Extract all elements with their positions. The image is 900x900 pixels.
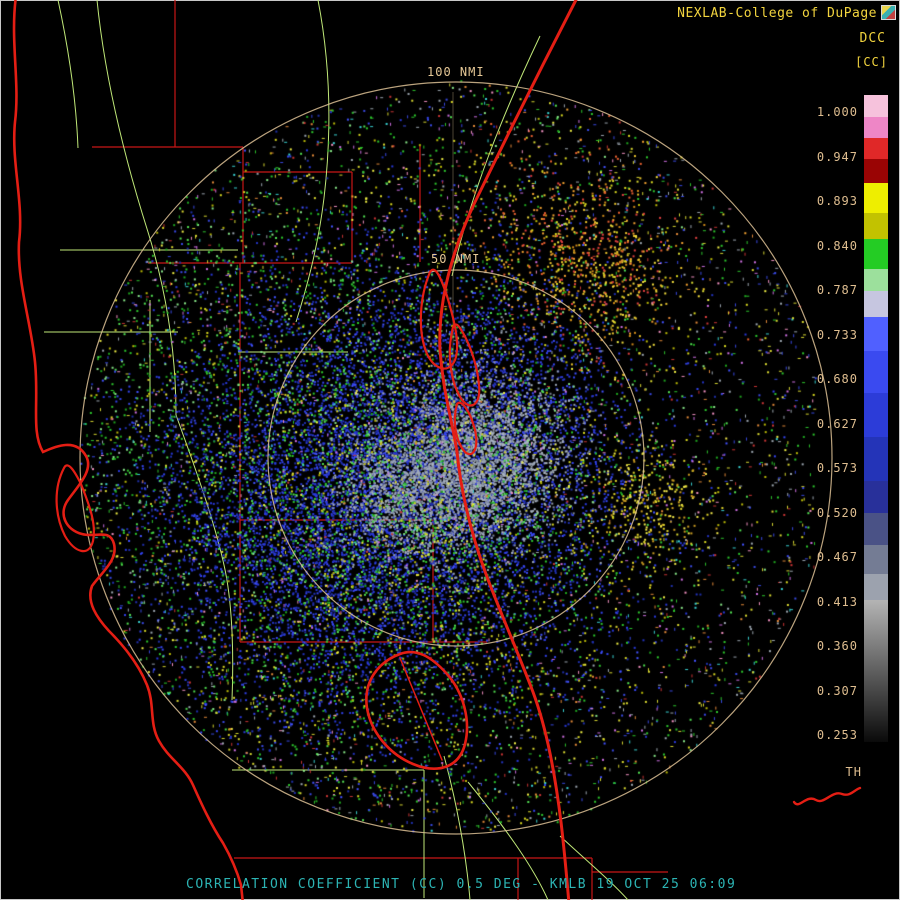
legend-units-label: [CC] — [855, 55, 888, 69]
range-rings — [79, 81, 833, 835]
coastlines-red — [12, 0, 862, 900]
colorbar-segment — [864, 481, 888, 513]
ring-labels: 100 NMI 50 NMI — [427, 65, 485, 266]
colorbar-segment — [864, 600, 888, 742]
page-title: NEXLAB-College of DuPage — [677, 6, 877, 21]
lake-okeechobee-outline — [365, 650, 469, 770]
barrier-island-outline — [419, 268, 459, 370]
colorbar-segment — [864, 574, 888, 600]
colorbar-segment — [864, 545, 888, 574]
colorbar-segment — [864, 742, 888, 800]
tampa-bay-island — [55, 464, 95, 553]
colorbar-segment — [864, 513, 888, 545]
colorbar-segment — [864, 117, 888, 138]
colorbar-segment — [864, 291, 888, 317]
range-ring-50nmi — [267, 269, 645, 647]
colorbar-segment — [864, 213, 888, 239]
colorbar-segment — [864, 351, 888, 393]
lake-canal-line — [399, 657, 443, 761]
colorbar-segment — [864, 269, 888, 291]
nexlab-logo-icon — [881, 5, 896, 20]
colorbar-segment — [864, 393, 888, 437]
colorbar-segment — [864, 239, 888, 269]
ring-label-100nmi: 100 NMI — [427, 65, 485, 79]
colorbar-segment — [864, 138, 888, 159]
colorbar-segment — [864, 437, 888, 481]
east-coastline — [438, 0, 578, 900]
colorbar-segment — [864, 95, 888, 117]
status-caption: CORRELATION COEFFICIENT (CC) 0.5 DEG - K… — [186, 877, 737, 892]
ring-label-50nmi: 50 NMI — [431, 252, 480, 266]
legend-squiggle — [792, 786, 862, 806]
range-ring-100nmi — [79, 81, 833, 835]
lagoon-outline-south — [453, 401, 478, 456]
colorbar — [864, 95, 888, 800]
colorbar-segment — [864, 317, 888, 351]
legend-threshold-label: TH — [845, 765, 862, 779]
legend-product-label: DCC — [859, 31, 886, 46]
colorbar-segment — [864, 183, 888, 213]
west-coastline — [12, 0, 244, 900]
lagoon-outline — [448, 323, 481, 407]
colorbar-segment — [864, 159, 888, 183]
